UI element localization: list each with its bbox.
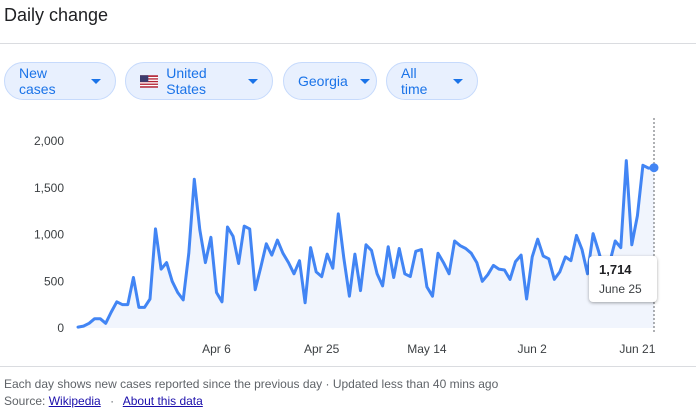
chevron-down-icon bbox=[359, 78, 370, 84]
footer-note: Each day shows new cases reported since … bbox=[4, 377, 499, 391]
country-dropdown-label: United States bbox=[166, 65, 207, 97]
range-dropdown-label: All time bbox=[401, 65, 428, 97]
chevron-down-icon bbox=[91, 78, 101, 84]
separator-dot: · bbox=[110, 394, 115, 408]
region-dropdown[interactable]: Georgia bbox=[283, 62, 377, 100]
metric-dropdown[interactable]: New cases bbox=[4, 62, 116, 100]
x-tick-label: May 14 bbox=[407, 342, 447, 356]
tooltip-value: 1,714 bbox=[599, 262, 632, 277]
daily-change-chart[interactable]: 0 500 1,000 1,500 2,000 Apr 6 Apr 25 May 14 Jun … bbox=[0, 108, 696, 358]
chart-tooltip: 1,714 June 25 bbox=[589, 256, 657, 302]
y-tick-label: 1,000 bbox=[34, 228, 64, 242]
x-tick-label: Apr 25 bbox=[304, 342, 340, 356]
x-tick-label: Apr 6 bbox=[202, 342, 231, 356]
footer-source: Source: Wikipedia · About this data bbox=[4, 394, 203, 408]
chevron-down-icon bbox=[453, 78, 463, 84]
y-tick-label: 2,000 bbox=[34, 134, 64, 148]
series-line bbox=[76, 159, 656, 329]
hover-point bbox=[649, 163, 659, 173]
tooltip-date: June 25 bbox=[599, 282, 642, 296]
about-data-link[interactable]: About this data bbox=[122, 394, 203, 408]
y-tick-label: 1,500 bbox=[34, 181, 64, 195]
x-tick-label: Jun 2 bbox=[517, 342, 547, 356]
range-dropdown[interactable]: All time bbox=[386, 62, 478, 100]
wikipedia-link[interactable]: Wikipedia bbox=[48, 394, 101, 408]
page-title: Daily change bbox=[4, 5, 109, 25]
header: Daily change bbox=[0, 0, 696, 44]
y-tick-label: 500 bbox=[44, 274, 64, 288]
y-tick-label: 0 bbox=[57, 321, 64, 335]
metric-dropdown-label: New cases bbox=[19, 65, 56, 97]
source-label: Source: bbox=[4, 394, 46, 408]
x-tick-label: Jun 21 bbox=[619, 342, 655, 356]
series-area bbox=[78, 160, 654, 328]
footer-divider bbox=[0, 366, 696, 367]
region-dropdown-label: Georgia bbox=[298, 73, 348, 89]
country-dropdown[interactable]: United States bbox=[125, 62, 273, 100]
us-flag-icon bbox=[140, 74, 159, 88]
chevron-down-icon bbox=[248, 78, 258, 84]
